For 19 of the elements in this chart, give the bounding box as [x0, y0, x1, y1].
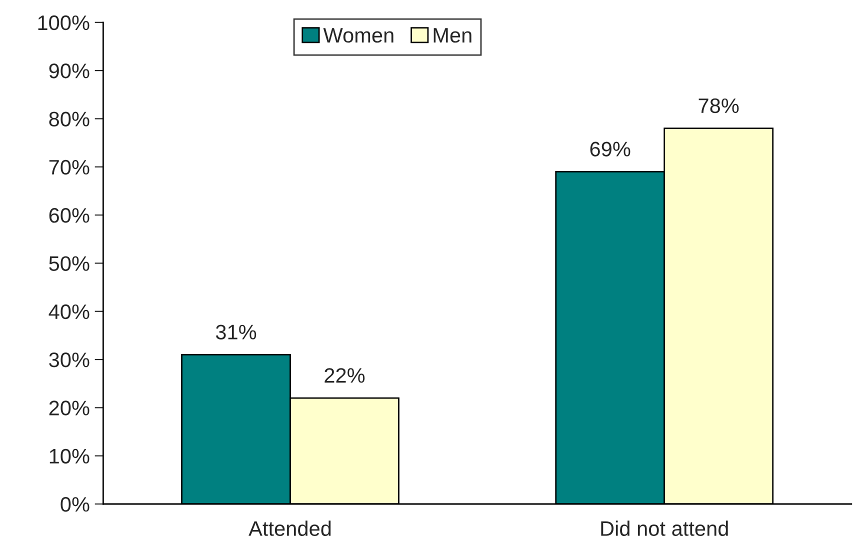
x-tick-label: Did not attend	[601, 520, 728, 536]
legend-label: Women	[323, 28, 394, 43]
data-label: 31%	[216, 324, 256, 340]
y-tick-label: 50%	[49, 256, 90, 271]
data-label: 69%	[590, 142, 630, 156]
data-label: 78%	[698, 98, 739, 114]
data-label: 22%	[324, 368, 365, 383]
y-tick-label: 100%	[38, 15, 90, 30]
y-tick-label: 90%	[49, 64, 90, 78]
y-tick-label: 20%	[49, 400, 90, 416]
y-tick-label: 60%	[49, 208, 90, 223]
y-tick-label: 80%	[49, 112, 90, 126]
x-tick-label: Attended	[248, 520, 331, 536]
y-tick-label: 0%	[60, 497, 90, 512]
y-tick-label: 70%	[49, 160, 90, 175]
y-tick-label: 10%	[50, 448, 90, 464]
y-tick-label: 30%	[49, 352, 90, 368]
legend-label: Men	[434, 28, 472, 43]
y-tick-label: 40%	[48, 304, 90, 320]
